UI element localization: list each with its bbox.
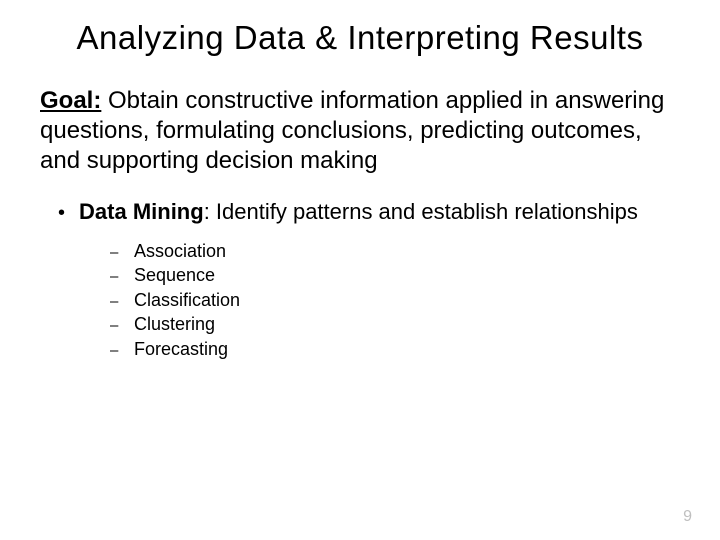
bullet-content: Data Mining: Identify patterns and estab… [79,198,638,226]
dash-icon: – [110,317,120,334]
goal-label: Goal: [40,87,101,114]
list-item: – Association [110,240,680,263]
goal-text: Obtain constructive information applied … [40,87,664,174]
sub-list: – Association – Sequence – Classificatio… [110,240,680,361]
list-item: – Clustering [110,313,680,336]
dash-icon: – [110,268,120,285]
slide-title: Analyzing Data & Interpreting Results [40,18,680,58]
page-number: 9 [683,508,692,526]
bullet-text: : Identify patterns and establish relati… [204,199,638,224]
sub-item-text: Sequence [134,264,215,287]
sub-item-text: Clustering [134,313,215,336]
slide-container: Analyzing Data & Interpreting Results Go… [0,0,720,540]
sub-item-text: Classification [134,289,240,312]
list-item: – Sequence [110,264,680,287]
bullet-label: Data Mining [79,199,204,224]
sub-item-text: Forecasting [134,338,228,361]
bullet-marker: • [58,200,65,226]
dash-icon: – [110,342,120,359]
bullet-item: • Data Mining: Identify patterns and est… [58,198,680,226]
dash-icon: – [110,293,120,310]
goal-paragraph: Goal: Obtain constructive information ap… [40,86,680,176]
sub-item-text: Association [134,240,226,263]
list-item: – Classification [110,289,680,312]
list-item: – Forecasting [110,338,680,361]
dash-icon: – [110,244,120,261]
